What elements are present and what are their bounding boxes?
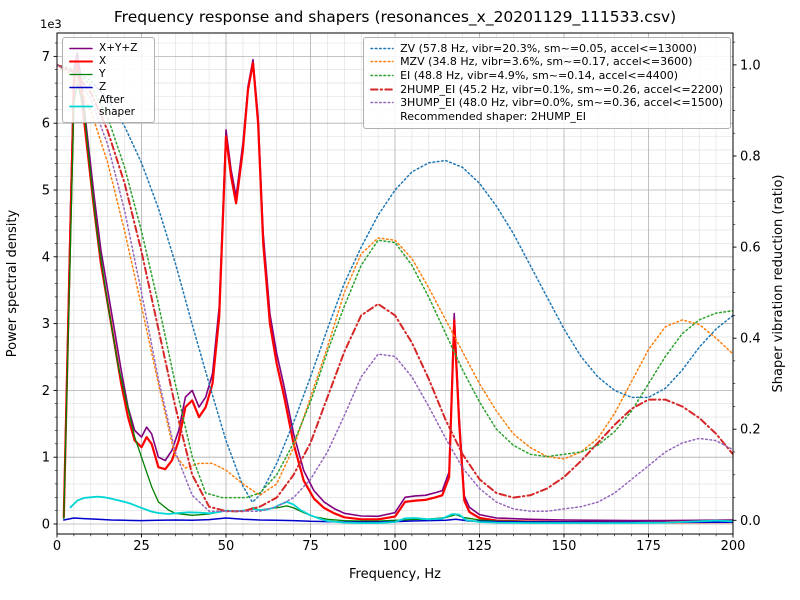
legend-label: 2HUMP_EI (45.2 Hz, vibr=0.1%, sm~=0.26, … [400, 82, 723, 96]
legend-psd: X+Y+Z X Y Z After shaper [62, 37, 155, 124]
x-tick-label: 125 [467, 539, 492, 554]
y-axis-offset-label: 1e3 [40, 17, 62, 31]
legend-line-sample-after-shaper [69, 105, 93, 108]
shaper-line-zv [57, 64, 733, 503]
legend-entry-mzv: MZV (34.8 Hz, vibr=3.6%, sm~=0.17, accel… [370, 55, 723, 68]
legend-label: 3HUMP_EI (48.0 Hz, vibr=0.0%, sm~=0.36, … [400, 96, 723, 110]
chart-title: Frequency response and shapers (resonanc… [114, 8, 676, 27]
legend-shapers: ZV (57.8 Hz, vibr=20.3%, sm~=0.05, accel… [363, 37, 731, 129]
legend-entry-2hump-ei: 2HUMP_EI (45.2 Hz, vibr=0.1%, sm~=0.26, … [370, 83, 723, 96]
legend-line-sample-mzv [370, 61, 394, 63]
y-left-tick-label: 7 [42, 50, 50, 65]
y-left-tick-label: 6 [42, 117, 50, 132]
y-right-tick-label: 0.4 [740, 332, 761, 347]
shaper-line-3hump-ei [57, 64, 733, 512]
shaper-line-ei [57, 64, 733, 499]
legend-line-sample-3hump-ei [370, 102, 394, 104]
legend-entry-3hump-ei: 3HUMP_EI (48.0 Hz, vibr=0.0%, sm~=0.36, … [370, 96, 723, 109]
x-tick-label: 150 [552, 539, 577, 554]
legend-label: Y [99, 68, 106, 81]
legend-line-sample-zv [370, 47, 394, 49]
legend-line-sample-ei [370, 74, 394, 77]
shaper-line-mzv [57, 64, 733, 497]
y-left-tick-label: 0 [42, 518, 50, 533]
legend-entry-z: Z [69, 81, 147, 93]
legend-label: ZV (57.8 Hz, vibr=20.3%, sm~=0.05, accel… [400, 41, 697, 55]
legend-entry-x: X [69, 55, 147, 67]
shaper-line-2hump-ei [57, 63, 733, 513]
legend-label: X [99, 55, 107, 68]
legend-label: X+Y+Z [99, 42, 138, 54]
legend-label: Z [99, 81, 107, 94]
legend-line-sample-y [69, 73, 93, 75]
x-axis-label: Frequency, Hz [349, 567, 441, 582]
x-tick-label: 200 [721, 539, 746, 554]
x-tick-label: 25 [133, 539, 150, 554]
y-right-tick-label: 0.2 [740, 423, 761, 438]
x-tick-label: 50 [218, 539, 235, 554]
legend-entry-ei: EI (48.8 Hz, vibr=4.9%, sm~=0.14, accel<… [370, 69, 723, 82]
y-right-tick-label: 0.0 [740, 514, 761, 529]
y-left-tick-label: 5 [42, 184, 50, 199]
legend-entry-zv: ZV (57.8 Hz, vibr=20.3%, sm~=0.05, accel… [370, 42, 723, 55]
legend-label: EI (48.8 Hz, vibr=4.9%, sm~=0.14, accel<… [400, 68, 679, 82]
legend-line-sample-x-y-z [69, 47, 93, 49]
y-right-tick-label: 1.0 [740, 58, 761, 73]
legend-label: After shaper [99, 94, 136, 119]
legend-line-sample-z [69, 86, 93, 88]
x-tick-label: 100 [383, 539, 408, 554]
y-left-tick-label: 3 [42, 317, 50, 332]
x-tick-label: 0 [53, 539, 61, 554]
x-tick-label: 175 [636, 539, 661, 554]
y-right-tick-label: 0.8 [740, 150, 761, 165]
x-tick-label: 75 [302, 539, 319, 554]
legend-entry-x-y-z: X+Y+Z [69, 42, 147, 54]
y-axis-label-right: Shaper vibration reduction (ratio) [771, 175, 786, 393]
y-axis-label-left: Power spectral density [5, 209, 20, 357]
legend-line-sample-2hump-ei [370, 88, 395, 91]
legend-line-sample-x [69, 60, 93, 63]
legend-entry-y: Y [69, 68, 147, 80]
legend-entry-after-shaper: After shaper [69, 94, 147, 118]
y-left-tick-label: 4 [42, 250, 50, 265]
legend-label: MZV (34.8 Hz, vibr=3.6%, sm~=0.17, accel… [400, 55, 693, 69]
y-left-tick-label: 1 [42, 451, 50, 466]
y-right-tick-label: 0.6 [740, 241, 761, 256]
legend-recommendation: Recommended shaper: 2HUMP_EI [400, 110, 587, 124]
y-left-tick-label: 2 [42, 384, 50, 399]
